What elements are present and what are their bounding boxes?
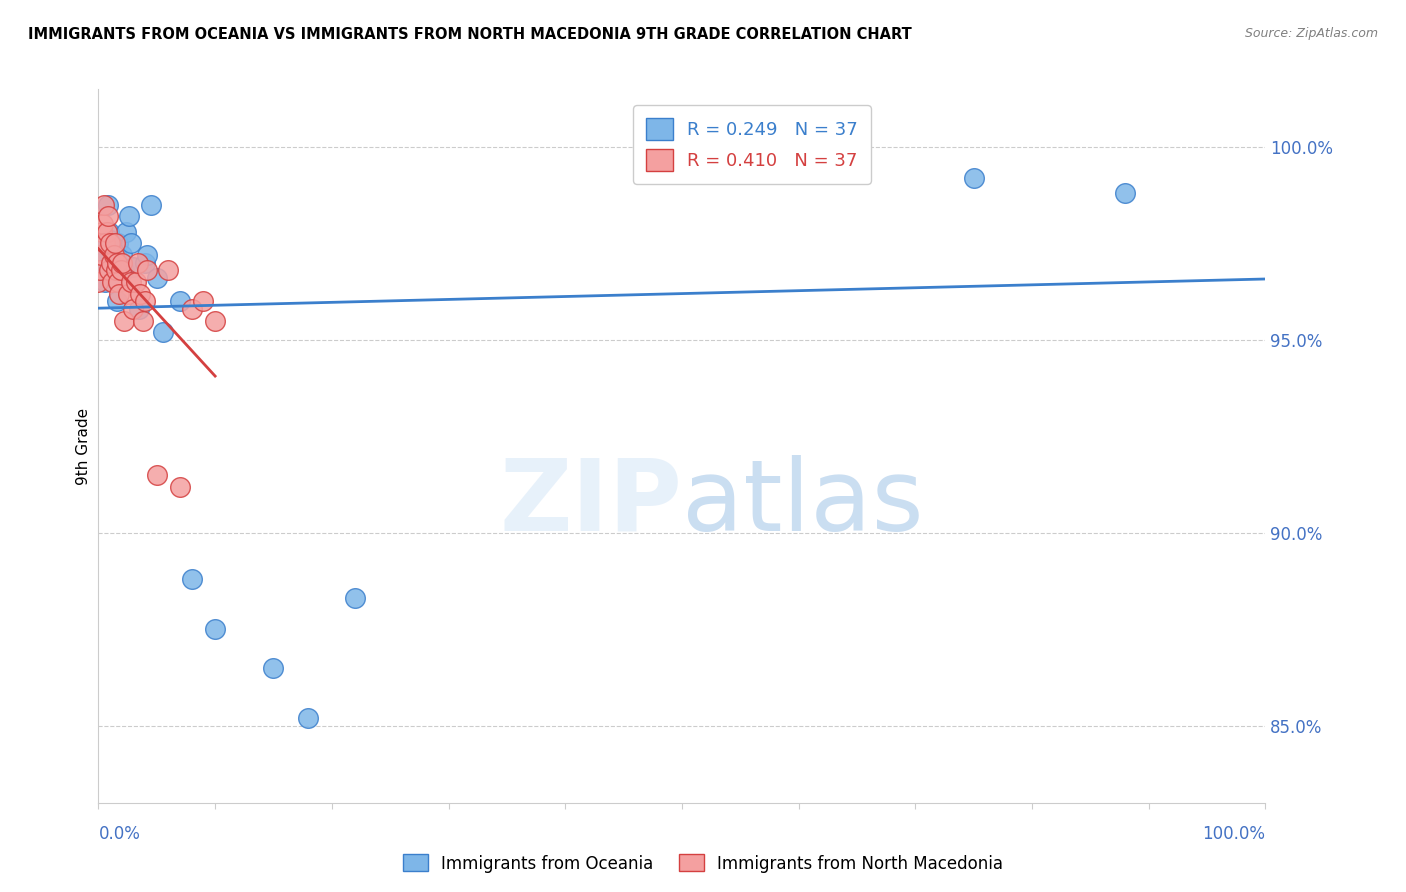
Point	[94, 275, 117, 289]
Point	[101, 275, 124, 289]
Point	[104, 271, 127, 285]
Point	[105, 294, 128, 309]
Point	[100, 256, 122, 270]
Point	[97, 263, 120, 277]
Point	[87, 256, 110, 270]
Text: atlas: atlas	[682, 455, 924, 551]
Point	[98, 233, 121, 247]
Point	[180, 572, 202, 586]
Point	[120, 275, 142, 289]
Point	[87, 275, 110, 289]
Text: 0.0%: 0.0%	[98, 825, 141, 843]
Point	[125, 275, 148, 289]
Point	[90, 248, 112, 262]
Point	[98, 236, 121, 251]
Point	[108, 286, 131, 301]
Point	[169, 294, 191, 309]
Point	[104, 236, 127, 251]
Point	[180, 301, 202, 316]
Point	[146, 271, 169, 285]
Point	[107, 236, 129, 251]
Point	[129, 286, 152, 301]
Point	[89, 263, 111, 277]
Point	[1114, 186, 1136, 201]
Point	[115, 225, 138, 239]
Point	[104, 263, 127, 277]
Point	[122, 260, 145, 274]
Point	[112, 313, 135, 327]
Point	[96, 225, 118, 239]
Point	[262, 661, 284, 675]
Legend: Immigrants from Oceania, Immigrants from North Macedonia: Immigrants from Oceania, Immigrants from…	[396, 847, 1010, 880]
Point	[152, 325, 174, 339]
Point	[136, 248, 159, 262]
Legend: R = 0.249   N = 37, R = 0.410   N = 37: R = 0.249 N = 37, R = 0.410 N = 37	[633, 105, 870, 184]
Point	[134, 256, 156, 270]
Text: 100.0%: 100.0%	[1202, 825, 1265, 843]
Point	[112, 263, 135, 277]
Point	[91, 217, 114, 231]
Point	[101, 263, 124, 277]
Point	[100, 256, 122, 270]
Point	[96, 236, 118, 251]
Point	[139, 198, 162, 212]
Point	[204, 622, 226, 636]
Text: Source: ZipAtlas.com: Source: ZipAtlas.com	[1244, 27, 1378, 40]
Point	[157, 263, 180, 277]
Point	[117, 286, 139, 301]
Point	[97, 210, 120, 224]
Point	[169, 479, 191, 493]
Point	[204, 313, 226, 327]
Point	[103, 252, 125, 266]
Point	[671, 159, 693, 173]
Point	[90, 263, 112, 277]
Y-axis label: 9th Grade: 9th Grade	[76, 408, 91, 484]
Point	[146, 467, 169, 482]
Point	[962, 170, 984, 185]
Point	[120, 236, 142, 251]
Point	[297, 711, 319, 725]
Point	[111, 256, 134, 270]
Point	[93, 198, 115, 212]
Point	[93, 248, 115, 262]
Point	[134, 294, 156, 309]
Point	[108, 275, 131, 289]
Point	[103, 248, 125, 262]
Point	[127, 256, 149, 270]
Point	[104, 248, 127, 262]
Point	[193, 294, 215, 309]
Point	[90, 225, 112, 239]
Point	[110, 263, 132, 277]
Point	[344, 591, 367, 606]
Point	[128, 301, 150, 316]
Point	[118, 210, 141, 224]
Text: IMMIGRANTS FROM OCEANIA VS IMMIGRANTS FROM NORTH MACEDONIA 9TH GRADE CORRELATION: IMMIGRANTS FROM OCEANIA VS IMMIGRANTS FR…	[28, 27, 912, 42]
Point	[94, 236, 117, 251]
Point	[132, 313, 155, 327]
Point	[107, 275, 129, 289]
Point	[136, 263, 159, 277]
Point	[97, 225, 120, 239]
Point	[97, 198, 120, 212]
Point	[111, 248, 134, 262]
Text: ZIP: ZIP	[499, 455, 682, 551]
Point	[105, 256, 128, 270]
Point	[122, 301, 145, 316]
